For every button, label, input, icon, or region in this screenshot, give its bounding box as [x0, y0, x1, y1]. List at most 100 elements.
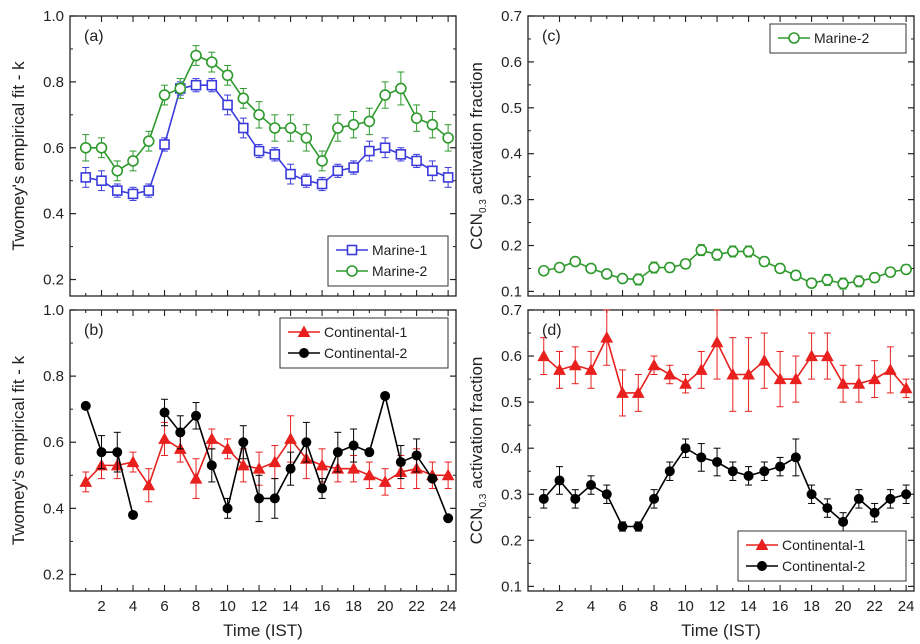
data-point	[900, 263, 912, 276]
legend-label: Marine-2	[372, 263, 427, 279]
data-point	[427, 473, 438, 484]
data-point	[696, 452, 707, 463]
panel-label: (b)	[84, 322, 104, 339]
data-point	[205, 432, 219, 444]
plot-frame	[69, 309, 457, 592]
data-point	[679, 258, 692, 270]
y-tick-label: 0.1	[501, 578, 522, 595]
data-point	[538, 493, 549, 504]
panel-label: (c)	[542, 28, 561, 45]
data-point	[143, 185, 155, 196]
x-tick-label: 22	[408, 598, 425, 615]
data-point	[316, 178, 328, 190]
data-point	[395, 457, 406, 468]
data-point	[648, 261, 660, 274]
series-continental-2	[538, 438, 912, 532]
legend: Marine-2	[769, 23, 907, 54]
data-point	[695, 244, 708, 256]
data-point	[759, 466, 770, 477]
data-point	[95, 141, 108, 154]
data-point	[174, 82, 187, 95]
data-point	[285, 168, 296, 180]
data-point	[237, 92, 250, 105]
y-tick-label: 0.4	[43, 206, 64, 223]
series-marine-1	[80, 78, 454, 201]
data-point	[269, 493, 280, 504]
data-point	[126, 455, 140, 468]
data-point	[821, 274, 834, 286]
data-point	[441, 468, 455, 481]
data-point	[805, 277, 818, 289]
data-point	[821, 349, 834, 362]
panel-label: (d)	[542, 322, 562, 339]
y-tick-label: 1.0	[43, 302, 64, 319]
legend: Continental-1 Continental-2	[737, 530, 907, 582]
data-point	[633, 521, 644, 532]
data-point	[901, 489, 912, 500]
y-tick-label: 0.2	[43, 566, 64, 583]
y-tick-label: 0.3	[501, 486, 522, 503]
series-line	[543, 249, 907, 285]
legend-marker	[297, 325, 311, 337]
data-point	[712, 457, 723, 468]
plot-frame	[69, 15, 457, 297]
data-point	[868, 271, 881, 284]
data-point	[301, 175, 312, 187]
data-point	[664, 466, 675, 477]
series-line	[84, 405, 134, 516]
legend-marker	[346, 244, 358, 256]
legend-marker	[299, 348, 309, 358]
x-tick-label: 20	[377, 598, 394, 615]
legend-label: Marine-1	[372, 242, 427, 258]
data-point	[206, 79, 218, 91]
legend-entry: Marine-2	[778, 30, 869, 46]
legend-marker	[757, 561, 767, 571]
plot-frame	[527, 309, 915, 592]
data-point	[317, 483, 328, 494]
x-tick-label: 6	[160, 598, 168, 615]
series-line	[543, 335, 907, 394]
data-point	[222, 503, 233, 514]
legend: Marine-1 Marine-2	[327, 235, 449, 287]
data-point	[79, 475, 93, 487]
data-point	[553, 363, 566, 375]
x-tick-label: 20	[835, 598, 852, 615]
data-point	[284, 122, 297, 134]
data-point	[600, 331, 614, 343]
y-axis-title-rest: activation fraction	[467, 62, 486, 199]
x-axis-title: Time (IST)	[681, 621, 761, 640]
data-point	[600, 268, 613, 280]
y-tick-label: 0.8	[43, 74, 64, 91]
legend: Continental-1 Continental-2	[279, 317, 449, 369]
data-point	[268, 455, 282, 468]
legend-label: Continental-2	[324, 345, 407, 361]
x-axis-title: Time (IST)	[223, 621, 303, 640]
legend-label: Continental-1	[324, 324, 407, 340]
data-point	[868, 372, 881, 385]
data-point	[743, 470, 754, 481]
data-point	[159, 139, 170, 150]
data-point	[300, 132, 313, 144]
data-point	[316, 155, 328, 167]
data-point	[694, 363, 708, 375]
x-tick-label: 14	[282, 598, 299, 615]
data-point	[789, 372, 803, 385]
data-point	[284, 432, 297, 444]
y-axis-title-main: CCN	[467, 213, 486, 250]
data-point	[727, 245, 739, 258]
x-tick-label: 18	[803, 598, 820, 615]
data-point	[805, 349, 818, 362]
data-point	[301, 437, 312, 448]
data-point	[774, 262, 786, 275]
data-point	[127, 155, 139, 167]
data-point	[443, 513, 454, 524]
x-tick-label: 2	[97, 598, 105, 615]
data-point	[742, 367, 755, 380]
y-axis-title-main: CCN	[467, 508, 486, 545]
plot-frame	[527, 15, 915, 297]
data-point	[649, 493, 660, 504]
legend-entry: Continental-1	[746, 537, 865, 553]
series-marine-2	[79, 45, 454, 182]
data-point	[570, 493, 581, 504]
